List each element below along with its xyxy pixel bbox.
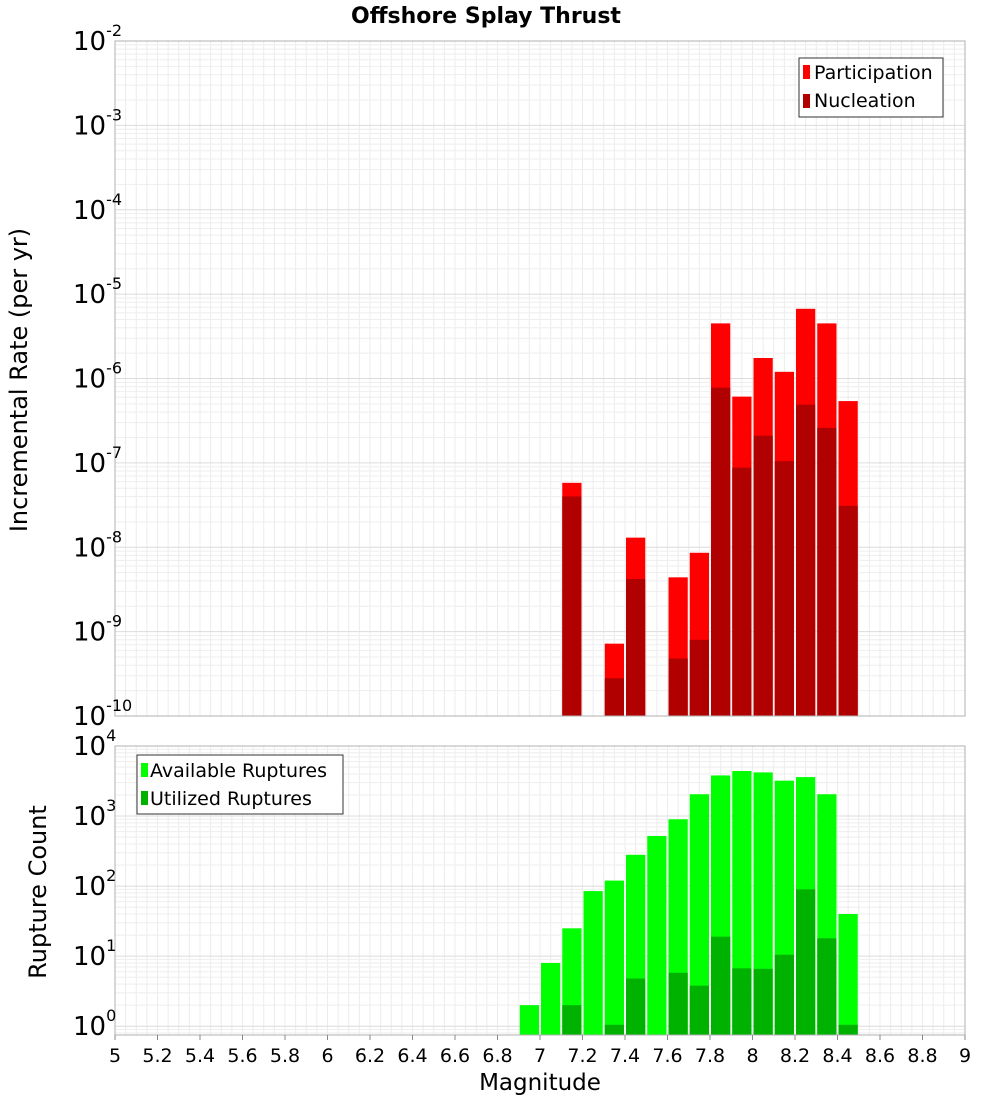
top-legend: Participation Nucleation [798, 57, 944, 118]
top-bar-nucleation-6 [732, 467, 752, 716]
bottom-legend-box [136, 754, 344, 815]
top-bar-nucleation-4 [689, 639, 709, 716]
x-tick-label-9: 6.8 [482, 1045, 512, 1067]
x-tick-label-4: 5.8 [270, 1045, 300, 1067]
chart-title: Offshore Splay Thrust [351, 4, 621, 29]
bottom-bar-available-ruptures-0 [519, 1005, 539, 1035]
legend-label-participation: Participation [814, 62, 933, 84]
bottom-panel-y-ticks: 104 103 102 101 100 [73, 726, 116, 1042]
top-panel-bars [562, 308, 858, 716]
top-panel-grid [114, 41, 966, 717]
top-y-axis-label: Incremental Rate (per yr) [5, 228, 33, 532]
top-y-tick-label-7: 10-9 [73, 612, 122, 648]
bottom-bar-utilized-ruptures-10 [817, 938, 837, 1035]
bottom-bar-utilized-ruptures-9 [796, 889, 816, 1035]
top-y-tick-label-6: 10-8 [73, 527, 122, 563]
legend-label-utilized-ruptures: Utilized Ruptures [150, 788, 312, 810]
bottom-bar-available-ruptures-15 [838, 914, 858, 1035]
bottom-bar-available-ruptures-6 [647, 835, 667, 1035]
bottom-bar-available-ruptures-4 [604, 880, 624, 1035]
x-tick-label-16: 8.2 [780, 1045, 810, 1067]
x-tick-label-14: 7.8 [695, 1045, 725, 1067]
top-y-tick-label-1: 10-3 [73, 105, 122, 141]
bottom-y-axis-label: Rupture Count [24, 805, 52, 979]
bottom-bar-available-ruptures-1 [541, 962, 561, 1035]
x-tick-label-6: 6.2 [355, 1045, 385, 1067]
x-tick-label-15: 8 [746, 1045, 758, 1067]
bottom-bar-utilized-ruptures-6 [732, 968, 752, 1035]
top-bar-nucleation-2 [626, 579, 646, 716]
x-tick-label-5: 6 [321, 1045, 333, 1067]
bottom-bar-utilized-ruptures-0 [562, 1005, 582, 1035]
x-axis-ticks: 5 5.2 5.4 5.6 5.8 6 6.2 6.4 6.6 6.8 7 7.2 7.4 7.6 7.8 8… [109, 1035, 971, 1067]
x-tick-label-7: 6.4 [397, 1045, 427, 1067]
top-bar-nucleation-0 [562, 496, 582, 716]
legend-swatch-participation [803, 65, 810, 79]
top-y-tick-label-8: 10-10 [73, 696, 132, 732]
bottom-bar-utilized-ruptures-2 [626, 978, 646, 1035]
bottom-bar-available-ruptures-3 [583, 891, 603, 1035]
top-bar-nucleation-8 [774, 461, 794, 716]
top-y-tick-label-2: 10-4 [73, 190, 122, 226]
x-tick-label-20: 9 [959, 1045, 971, 1067]
bottom-bar-available-ruptures-8 [689, 794, 709, 1035]
legend-swatch-available-ruptures [141, 763, 148, 777]
bottom-y-tick-label-3: 101 [73, 936, 116, 972]
top-panel-frame [114, 40, 966, 717]
legend-swatch-nucleation [803, 94, 810, 108]
legend-swatch-utilized-ruptures [141, 791, 148, 805]
top-bar-nucleation-9 [796, 404, 816, 716]
top-bar-nucleation-5 [711, 387, 731, 716]
top-y-tick-label-3: 10-5 [73, 274, 122, 310]
top-legend-box [798, 57, 944, 118]
legend-label-nucleation: Nucleation [814, 90, 916, 112]
bottom-legend: Available Ruptures Utilized Ruptures [136, 754, 344, 815]
x-tick-label-10: 7 [534, 1045, 546, 1067]
bottom-bar-utilized-ruptures-8 [774, 954, 794, 1035]
top-bar-nucleation-1 [604, 678, 624, 716]
bottom-bar-utilized-ruptures-1 [604, 1024, 624, 1035]
x-tick-label-12: 7.4 [610, 1045, 640, 1067]
top-panel-y-ticks: 10-2 10-3 10-4 10-5 10-6 10-7 10-8 10-9 10-10 [73, 21, 132, 732]
top-bar-nucleation-11 [838, 505, 858, 716]
bottom-bar-utilized-ruptures-5 [711, 936, 731, 1035]
bottom-bar-utilized-ruptures-3 [668, 972, 688, 1035]
top-y-tick-label-4: 10-6 [73, 359, 122, 395]
x-tick-label-1: 5.2 [142, 1045, 172, 1067]
x-tick-label-19: 8.8 [907, 1045, 937, 1067]
bottom-y-tick-label-2: 102 [73, 866, 116, 902]
x-tick-label-2: 5.4 [185, 1045, 215, 1067]
bottom-bar-utilized-ruptures-7 [753, 968, 773, 1035]
top-bar-nucleation-10 [817, 427, 837, 716]
legend-label-available-ruptures: Available Ruptures [150, 760, 327, 782]
x-tick-label-17: 8.4 [822, 1045, 852, 1067]
x-tick-label-11: 7.2 [567, 1045, 597, 1067]
x-tick-label-8: 6.6 [440, 1045, 470, 1067]
x-tick-label-18: 8.6 [865, 1045, 895, 1067]
bottom-y-tick-label-1: 103 [73, 796, 116, 832]
bottom-y-tick-label-4: 100 [73, 1006, 116, 1042]
top-bar-nucleation-7 [753, 435, 773, 716]
x-axis-label: Magnitude [479, 1070, 601, 1096]
top-bar-nucleation-3 [668, 658, 688, 716]
top-y-tick-label-5: 10-7 [73, 443, 122, 479]
bottom-bar-utilized-ruptures-11 [838, 1024, 858, 1035]
bottom-panel-bars [519, 770, 858, 1035]
x-tick-label-13: 7.6 [652, 1045, 682, 1067]
bottom-y-tick-label-0: 104 [73, 726, 116, 762]
bottom-bar-utilized-ruptures-4 [689, 985, 709, 1035]
top-y-tick-label-0: 10-2 [73, 21, 122, 57]
x-tick-label-0: 5 [109, 1045, 121, 1067]
x-tick-label-3: 5.6 [227, 1045, 257, 1067]
